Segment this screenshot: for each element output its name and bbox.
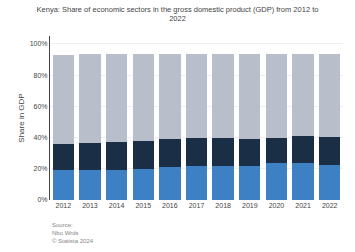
svg-text:2016: 2016 <box>162 202 178 209</box>
svg-text:0%: 0% <box>37 196 47 203</box>
svg-text:100%: 100% <box>30 40 48 47</box>
svg-text:40%: 40% <box>34 134 48 141</box>
svg-text:2020: 2020 <box>269 202 285 209</box>
svg-text:2018: 2018 <box>215 202 231 209</box>
svg-text:Source:Nbo Wrds© Statista 2024: Source:Nbo Wrds© Statista 2024 <box>52 222 94 244</box>
svg-text:80%: 80% <box>34 72 48 79</box>
svg-text:2013: 2013 <box>82 202 98 209</box>
svg-text:Share in GDP: Share in GDP <box>17 93 26 142</box>
svg-text:Kenya: Share of economic secto: Kenya: Share of economic sectors in the … <box>37 5 319 24</box>
svg-text:2017: 2017 <box>189 202 205 209</box>
svg-text:2022: 2022 <box>322 202 338 209</box>
svg-text:2015: 2015 <box>135 202 151 209</box>
svg-text:2021: 2021 <box>295 202 311 209</box>
svg-text:2019: 2019 <box>242 202 258 209</box>
svg-text:2014: 2014 <box>109 202 125 209</box>
svg-text:2012: 2012 <box>56 202 72 209</box>
svg-text:60%: 60% <box>34 103 48 110</box>
svg-text:20%: 20% <box>34 165 48 172</box>
